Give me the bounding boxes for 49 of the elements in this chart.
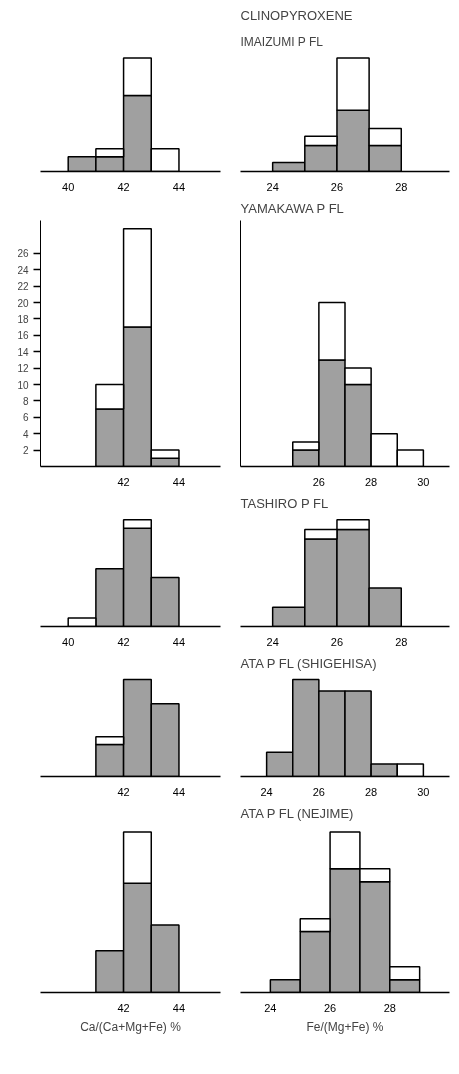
y-tick-label: 18 <box>17 313 29 325</box>
x-tick-label: 42 <box>117 475 130 488</box>
y-tick-label: 16 <box>17 330 29 342</box>
chart-subtitle: IMAIZUMI P FL <box>240 34 324 49</box>
x-tick-label: 28 <box>395 635 408 648</box>
y-tick-label: 6 <box>22 412 29 424</box>
x-tick-label: 26 <box>312 475 326 488</box>
chart-title: TASHIRO P FL <box>240 495 329 511</box>
x-tick-label: 42 <box>117 635 130 648</box>
chart-title: CLINOPYROXENE <box>240 7 353 23</box>
x-tick-label: 42 <box>117 785 130 798</box>
x-tick-label: 44 <box>172 475 186 488</box>
x-tick-label: 28 <box>395 180 408 193</box>
x-tick-label: 44 <box>172 1001 186 1014</box>
x-tick-label: 44 <box>172 180 186 193</box>
x-tick-label: 26 <box>323 1001 337 1014</box>
x-tick-label: 44 <box>172 635 186 648</box>
y-tick-label: 20 <box>17 297 29 309</box>
y-tick-label: 12 <box>17 363 29 375</box>
x-tick-label: 26 <box>330 180 344 193</box>
x-tick-label: 24 <box>264 1001 277 1014</box>
x-tick-label: 28 <box>365 475 378 488</box>
x-tick-label: 28 <box>383 1001 396 1014</box>
y-tick-label: 2 <box>22 445 29 457</box>
x-tick-label: 24 <box>260 785 273 798</box>
x-tick-label: 42 <box>117 1001 130 1014</box>
x-axis-title: Ca/(Ca+Mg+Fe) % <box>80 1019 182 1034</box>
chart-title: ATA P FL (SHIGEHISA) <box>240 655 377 671</box>
x-axis-title: Fe/(Mg+Fe) % <box>306 1019 384 1034</box>
x-tick-label: 40 <box>62 180 75 193</box>
x-tick-label: 42 <box>117 180 130 193</box>
y-tick-label: 4 <box>22 428 29 440</box>
chart-title: YAMAKAWA P FL <box>240 200 344 216</box>
x-tick-label: 44 <box>172 785 186 798</box>
y-tick-label: 22 <box>17 281 29 293</box>
x-tick-label: 30 <box>417 475 430 488</box>
x-tick-label: 26 <box>312 785 326 798</box>
x-tick-label: 24 <box>266 180 279 193</box>
y-tick-label: 24 <box>17 264 29 276</box>
y-tick-label: 10 <box>17 379 29 391</box>
x-tick-label: 28 <box>365 785 378 798</box>
x-tick-label: 26 <box>330 635 344 648</box>
y-tick-label: 14 <box>17 346 29 358</box>
y-tick-label: 8 <box>22 395 29 407</box>
x-tick-label: 30 <box>417 785 430 798</box>
y-tick-label: 26 <box>17 248 29 260</box>
x-tick-label: 24 <box>266 635 279 648</box>
x-tick-label: 40 <box>62 635 75 648</box>
chart-title: ATA P FL (NEJIME) <box>240 805 354 821</box>
